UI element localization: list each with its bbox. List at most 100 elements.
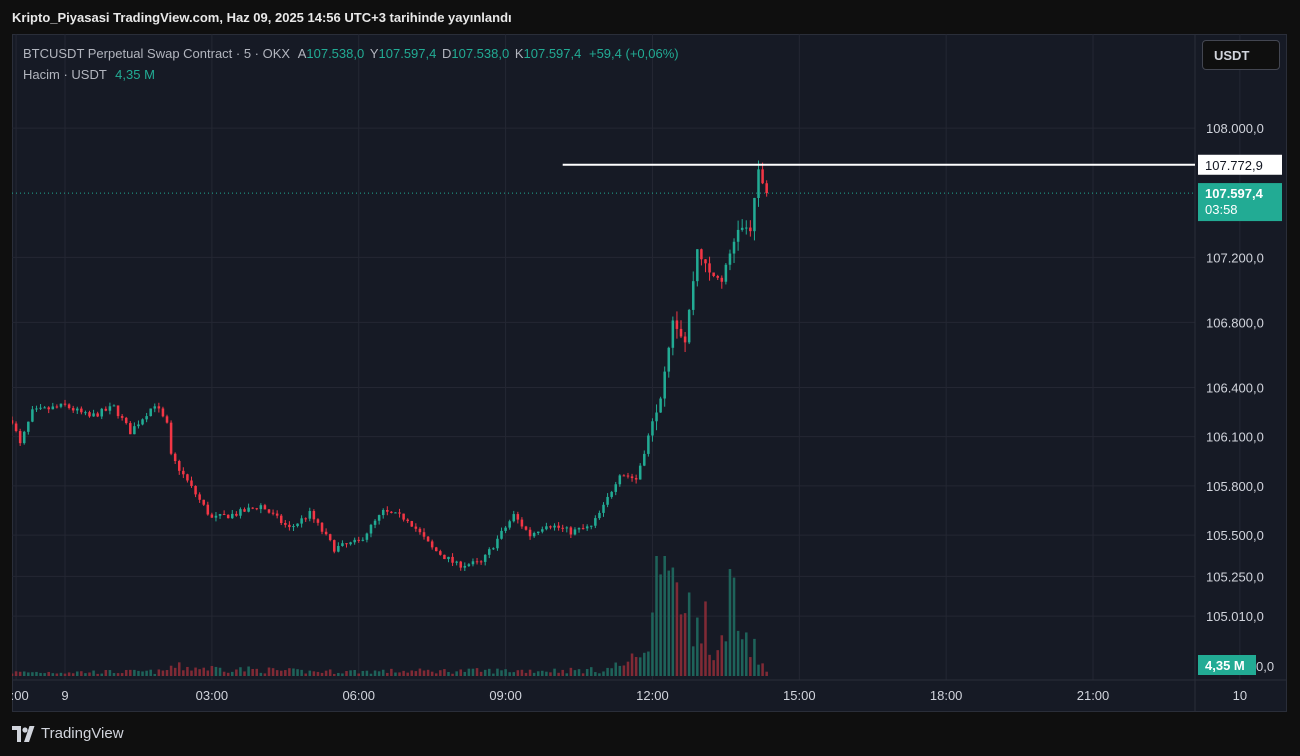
candle-body [638,465,642,480]
candle-body [357,539,361,541]
candle-body [259,505,263,510]
candle-body [43,407,46,409]
candle-body [471,561,475,565]
candle-body [120,416,124,418]
candle-body [479,561,483,563]
candle-body [51,406,55,410]
volume-bar [679,614,683,676]
volume-bar [71,673,75,676]
volume-bar [447,671,450,676]
candle-body [165,416,169,423]
currency-button[interactable]: USDT [1202,40,1280,70]
volume-bar [373,670,377,676]
volume-bar [377,671,381,676]
candle-body [386,509,389,512]
candle-body [369,524,373,534]
volume-bar [308,670,312,676]
legend-symbol[interactable]: BTCUSDT Perpetual Swap Contract · 5 · OK… [23,46,291,61]
volume-bar [14,671,18,676]
volume-bar [647,651,650,676]
volume-bar [198,669,201,676]
volume-bar [439,670,442,676]
volume-bar [361,670,365,676]
volume-bar [683,613,687,676]
x-tick-label: 9 [61,688,68,703]
legend-volume-value: 4,35 M [115,67,155,82]
volume-bar [337,672,340,676]
candle-body [284,522,287,525]
candle-body [594,518,597,526]
candle-body [430,541,434,548]
volume-bar [267,667,271,676]
volume-bar [186,666,189,676]
volume-bar [451,673,454,676]
candle-body [451,556,454,563]
volume-bar [47,671,50,676]
volume-bar [740,639,744,676]
volume-bar [304,673,307,676]
tradingview-logo[interactable]: TradingView [12,725,124,742]
candle-body [292,526,295,528]
volume-bar [31,672,34,676]
candle-body [720,277,724,282]
volume-bar [129,669,132,676]
candle-body [177,461,181,471]
candle-body [475,561,479,563]
candle-body [116,405,120,417]
volume-bar [271,668,275,676]
candle-body [536,531,540,534]
candle-body [512,514,516,522]
candle-body [736,229,740,242]
candle-body [251,507,254,509]
volume-bar [394,672,397,676]
volume-bar [557,672,560,676]
candle-body [373,520,377,525]
volume-bar [92,670,95,676]
volume-bar [765,671,768,676]
volume-bar [541,670,544,676]
volume-bar [145,670,148,676]
candle-body [561,527,564,529]
candle-body [14,423,18,432]
legend-volume-label[interactable]: Hacim · USDT [23,67,107,82]
candle-body [141,419,144,425]
candle-body [667,347,671,372]
volume-bar [275,670,279,676]
candle-body [749,227,752,232]
candle-body [76,408,79,411]
volume-bar [708,654,711,676]
volume-bar [365,670,369,676]
volume-bar [598,673,601,676]
volume-bar [288,668,291,676]
candle-body [581,528,585,530]
volume-bar [357,673,361,676]
candle-body [569,527,573,535]
candle-body [279,515,283,523]
candle-body [124,417,128,424]
volume-bar [728,569,732,676]
volume-bar [536,671,540,676]
candle-body [349,542,352,545]
volume-bar [390,668,393,676]
candle-body [149,408,152,417]
candle-body [267,509,271,513]
volume-bar [296,669,299,676]
volume-bar [724,641,728,676]
candle-body [724,264,728,282]
volume-bar [483,669,487,676]
candle-body [202,499,205,505]
candle-body [691,281,695,310]
candle-body [614,484,618,492]
volume-bar [720,635,724,676]
candle-body [275,513,279,516]
x-tick-label: 15:00 [783,688,816,703]
legend-open-label: A [297,46,307,61]
candle-body [214,515,218,518]
volume-axis-label: 0,0 [1256,659,1274,674]
candle-body [410,521,414,527]
volume-bar [496,668,499,676]
volume-bar [206,670,210,676]
candle-body [161,408,165,417]
volume-bar [565,673,569,676]
